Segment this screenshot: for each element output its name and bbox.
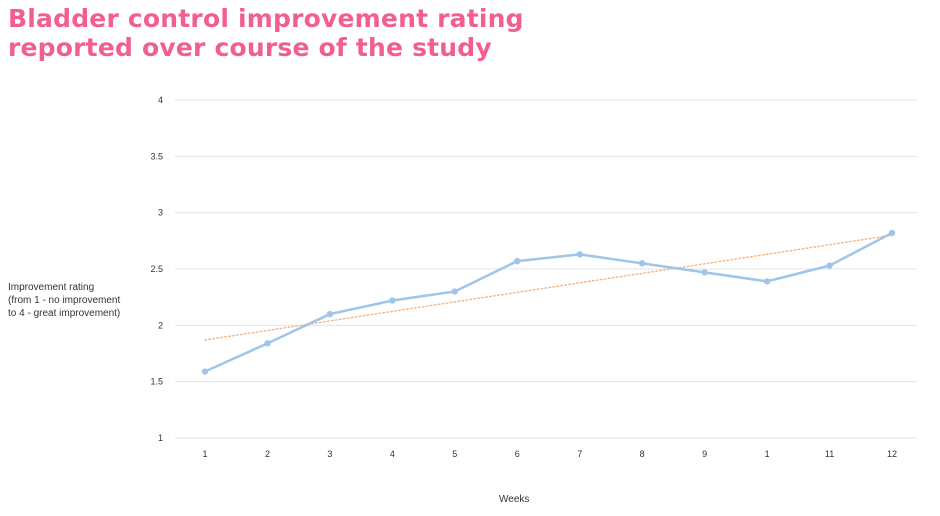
x-tick-label: 12 [887, 449, 897, 459]
x-tick-label: 3 [327, 449, 332, 459]
data-point [451, 288, 459, 295]
x-axis-label: Weeks [499, 494, 530, 505]
x-tick-label: 4 [390, 449, 395, 459]
y-axis-label-line-3: to 4 - great improvement) [8, 308, 121, 319]
data-point [201, 368, 209, 375]
x-tick-label: 7 [577, 449, 582, 459]
chart-title-line-1: Bladder control improvement rating [8, 4, 524, 33]
data-point [638, 260, 646, 267]
y-axis-label-line-2: (from 1 - no improvement [8, 295, 121, 306]
x-tick-label: 8 [640, 449, 645, 459]
x-tick-label: 6 [515, 449, 520, 459]
gridlines [175, 99, 917, 439]
data-point [826, 262, 833, 269]
y-axis-label: Improvement rating (from 1 - no improvem… [8, 281, 158, 320]
data-point [389, 297, 396, 304]
chart-title-line-2: reported over course of the study [8, 33, 492, 62]
trendline [204, 234, 893, 341]
y-tick-label: 2 [158, 320, 163, 330]
y-tick-label: 1 [158, 433, 163, 443]
y-tick-label: 1.5 [150, 377, 163, 387]
y-tick-labels: 1 1.5 2 2.5 3 3.5 4 [150, 95, 163, 443]
y-tick-label: 2.5 [150, 264, 163, 274]
x-tick-label: 11 [825, 449, 834, 459]
data-point [576, 251, 583, 258]
series-line [203, 231, 894, 373]
x-tick-label: 1 [765, 449, 770, 459]
data-point [701, 269, 708, 276]
data-point [514, 257, 521, 265]
trendline-group [204, 234, 893, 341]
data-point [763, 278, 771, 285]
x-tick-labels: 1 2 3 4 5 6 7 8 9 1 11 12 [202, 449, 897, 459]
data-point [326, 310, 334, 318]
data-point [888, 229, 896, 237]
y-axis-label-line-1: Improvement rating [8, 282, 95, 293]
x-tick-label: 1 [202, 449, 207, 459]
data-point [264, 340, 271, 347]
x-tick-label: 5 [452, 449, 457, 459]
y-tick-label: 3.5 [150, 151, 163, 161]
y-tick-label: 4 [158, 95, 163, 105]
x-tick-label: 2 [265, 449, 270, 459]
series-group [201, 229, 896, 375]
chart-title: Bladder control improvement rating repor… [8, 4, 524, 62]
y-tick-label: 3 [158, 208, 163, 218]
x-tick-label: 9 [702, 449, 707, 459]
